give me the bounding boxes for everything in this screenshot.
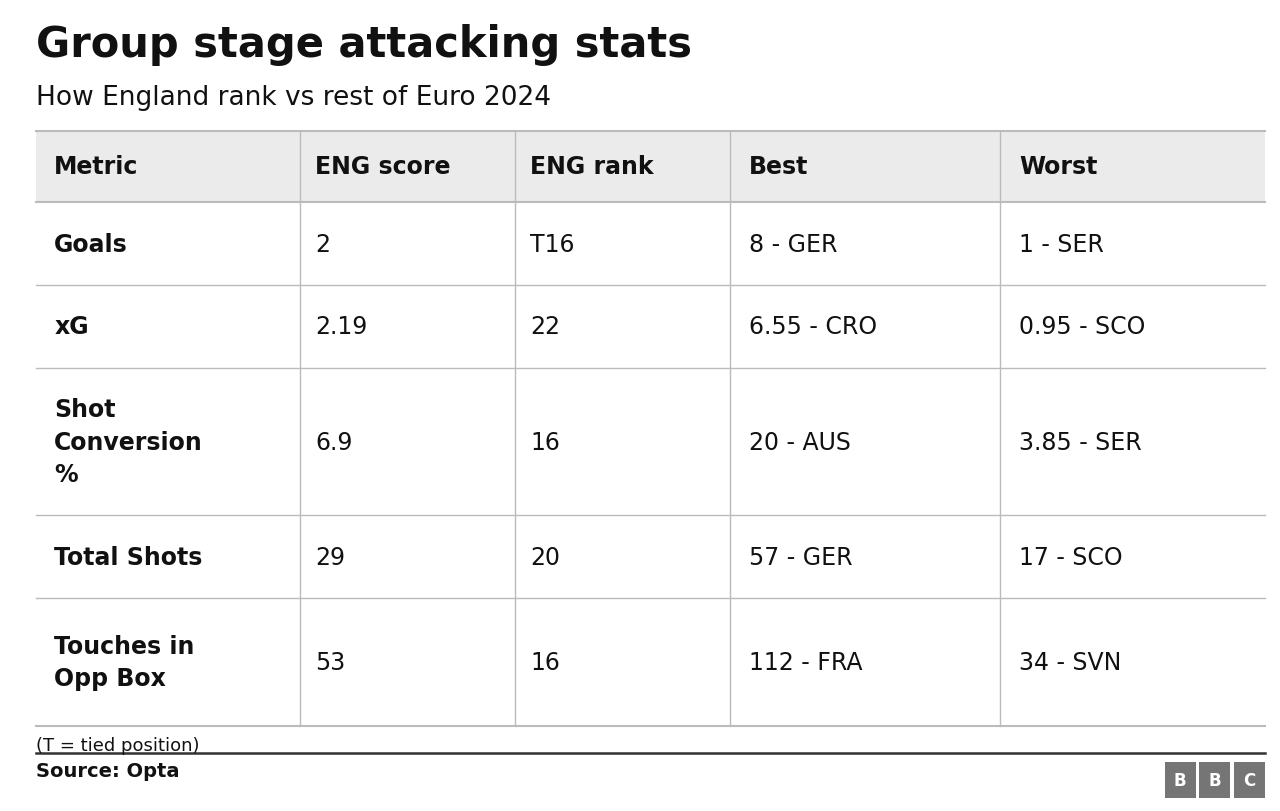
- Text: Touches in
Opp Box: Touches in Opp Box: [54, 634, 195, 690]
- Text: 2.19: 2.19: [315, 315, 367, 339]
- Text: Total Shots: Total Shots: [54, 545, 202, 569]
- Text: ENG rank: ENG rank: [530, 155, 654, 179]
- Text: 8 - GER: 8 - GER: [749, 233, 837, 256]
- Text: xG: xG: [54, 315, 88, 339]
- Text: Shot
Conversion
%: Shot Conversion %: [54, 397, 204, 487]
- Text: 53: 53: [315, 650, 346, 674]
- Text: 20 - AUS: 20 - AUS: [749, 430, 851, 454]
- Text: B: B: [1208, 771, 1221, 789]
- Text: B: B: [1174, 771, 1187, 789]
- Text: 17 - SCO: 17 - SCO: [1019, 545, 1123, 569]
- Text: 34 - SVN: 34 - SVN: [1019, 650, 1121, 674]
- Text: ENG score: ENG score: [315, 155, 451, 179]
- Text: 2: 2: [315, 233, 330, 256]
- Text: 6.9: 6.9: [315, 430, 352, 454]
- Text: How England rank vs rest of Euro 2024: How England rank vs rest of Euro 2024: [36, 85, 550, 111]
- Text: 0.95 - SCO: 0.95 - SCO: [1019, 315, 1146, 339]
- Text: Metric: Metric: [54, 155, 138, 179]
- Text: 6.55 - CRO: 6.55 - CRO: [749, 315, 877, 339]
- Text: C: C: [1243, 771, 1256, 789]
- Text: T16: T16: [530, 233, 575, 256]
- Text: 57 - GER: 57 - GER: [749, 545, 852, 569]
- Text: 20: 20: [530, 545, 561, 569]
- Text: Goals: Goals: [54, 233, 128, 256]
- Text: 16: 16: [530, 430, 559, 454]
- Text: 29: 29: [315, 545, 346, 569]
- Text: Worst: Worst: [1019, 155, 1097, 179]
- Text: (T = tied position): (T = tied position): [36, 736, 200, 754]
- Text: 3.85 - SER: 3.85 - SER: [1019, 430, 1142, 454]
- Text: Source: Opta: Source: Opta: [36, 761, 179, 780]
- Text: 112 - FRA: 112 - FRA: [749, 650, 863, 674]
- Text: Group stage attacking stats: Group stage attacking stats: [36, 24, 692, 67]
- Text: 16: 16: [530, 650, 559, 674]
- Text: 22: 22: [530, 315, 561, 339]
- Text: 1 - SER: 1 - SER: [1019, 233, 1103, 256]
- Text: Best: Best: [749, 155, 809, 179]
